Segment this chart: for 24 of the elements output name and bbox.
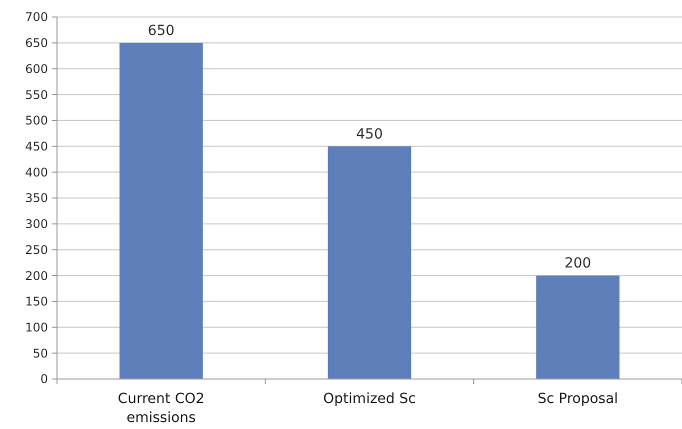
y-tick-label: 50 xyxy=(32,346,48,360)
data-label: 650 xyxy=(148,22,175,39)
y-tick-label: 200 xyxy=(25,268,48,283)
y-tick-label: 300 xyxy=(25,217,48,232)
x-tick-label: Sc Proposal xyxy=(538,391,618,407)
bar xyxy=(120,42,203,379)
x-tick-label: Current CO2 emissions xyxy=(118,391,205,426)
y-tick-label: 100 xyxy=(25,320,48,334)
y-tick-label: 350 xyxy=(25,191,48,206)
bar xyxy=(536,276,620,379)
y-tick-label: 450 xyxy=(25,139,48,154)
data-label: 200 xyxy=(564,256,592,272)
y-tick-label: 700 xyxy=(25,10,48,24)
data-label: 450 xyxy=(356,126,383,142)
x-tick-label: Optimized Sc xyxy=(323,391,416,407)
y-tick-label: 650 xyxy=(25,36,48,50)
bar xyxy=(328,146,412,379)
y-tick-label: 500 xyxy=(25,114,48,128)
y-tick-label: 400 xyxy=(25,165,48,180)
y-tick-label: 150 xyxy=(25,294,48,309)
y-tick-label: 550 xyxy=(25,88,48,102)
y-tick-label: 250 xyxy=(25,242,48,257)
y-tick-label: 0 xyxy=(40,372,48,386)
y-tick-label: 600 xyxy=(25,62,48,76)
